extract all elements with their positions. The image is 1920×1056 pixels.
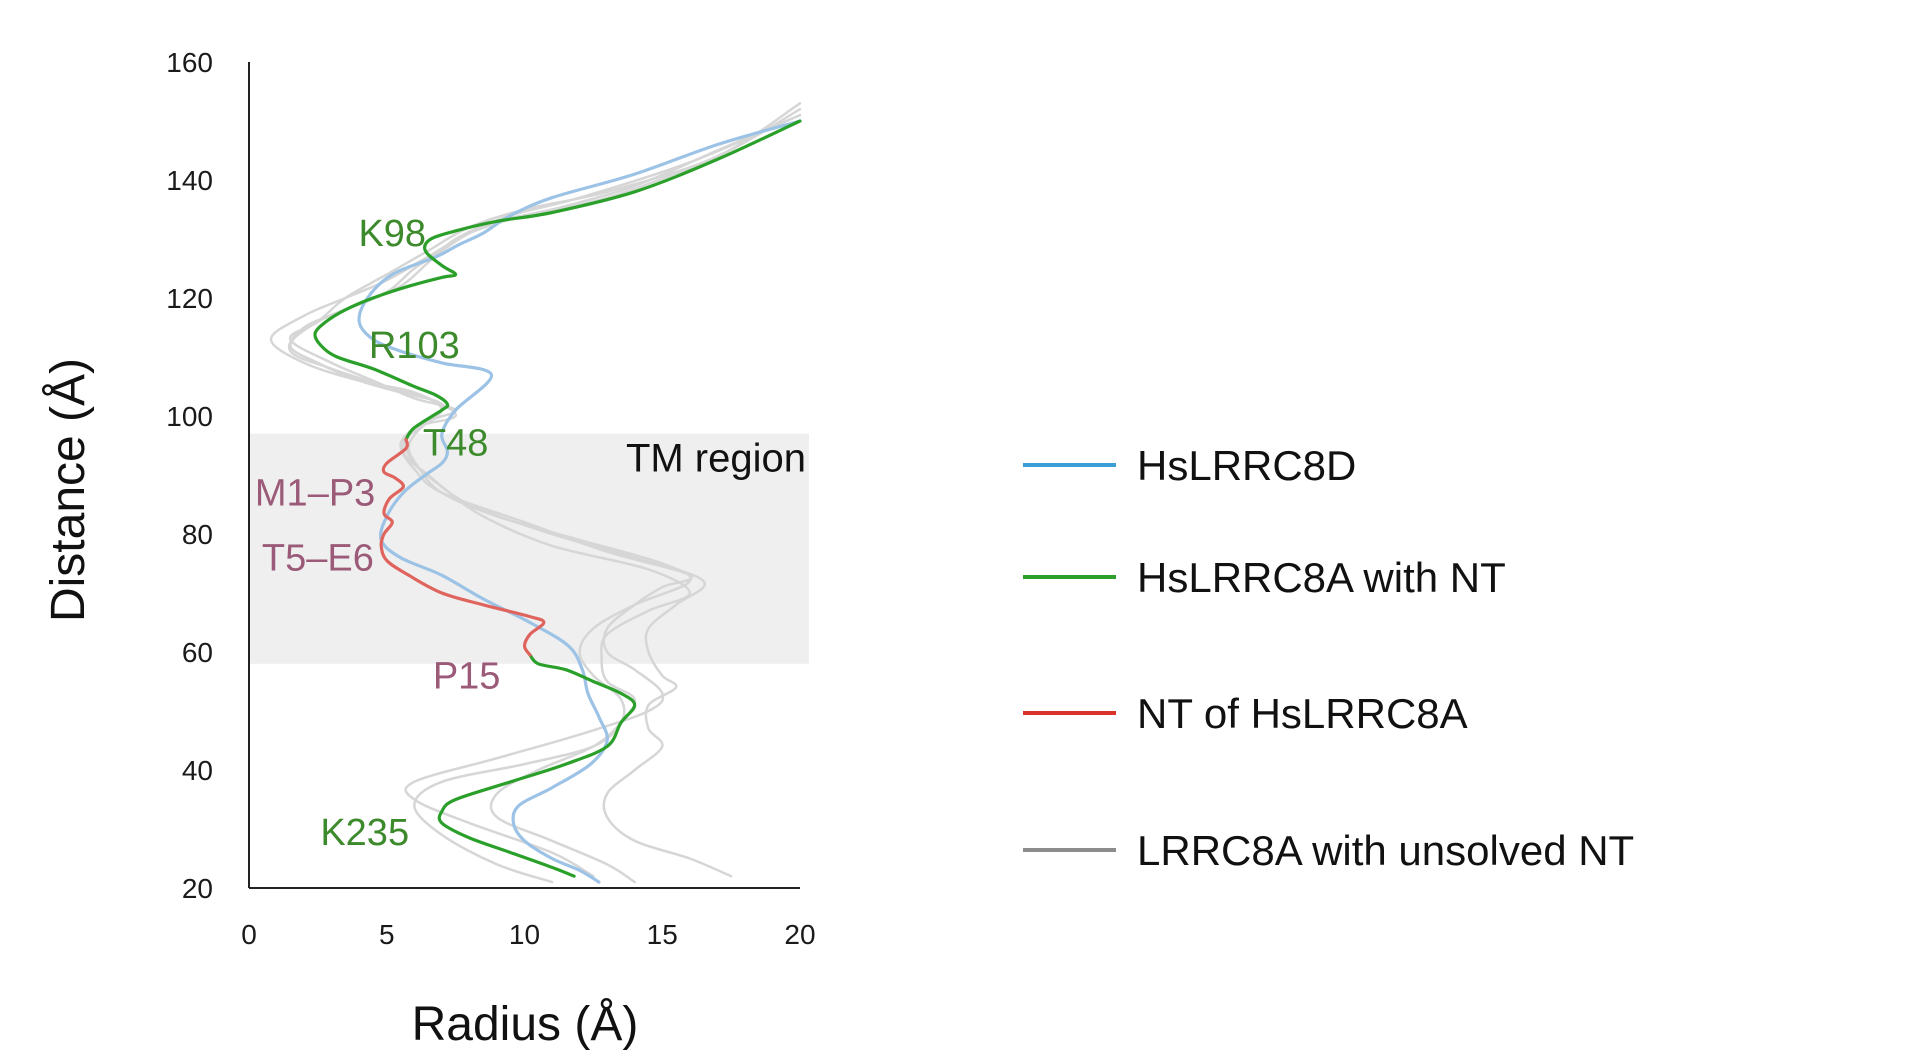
y-tick-label: 140: [166, 165, 213, 196]
y-tick-label: 120: [166, 283, 213, 314]
y-tick-label: 20: [182, 873, 213, 904]
series-line-hslrrc8a-with-nt-2: [313, 119, 802, 442]
legend-label-hslrrc8d: HsLRRC8D: [1137, 442, 1356, 489]
y-tick-label: 40: [182, 755, 213, 786]
y-tick-label: 160: [166, 47, 213, 78]
tm-region-label: TM region: [626, 437, 806, 481]
annotation-m1-p3: M1–P3: [255, 473, 375, 515]
legend-label-hslrrc8a-with-nt: HsLRRC8A with NT: [1137, 554, 1506, 601]
series-line-hslrrc8a-with-nt-1: [437, 653, 637, 878]
annotation-k98: K98: [358, 213, 426, 255]
y-tick-label: 60: [182, 637, 213, 668]
legend-label-lrrc8a-with-unsolved-nt: LRRC8A with unsolved NT: [1137, 827, 1634, 874]
x-tick-label: 10: [509, 919, 540, 950]
legend-label-nt-of-hslrrc8a: NT of HsLRRC8A: [1137, 690, 1468, 737]
x-tick-label: 15: [647, 919, 678, 950]
annotation-p15: P15: [433, 656, 501, 698]
x-axis-title: Radius (Å): [412, 998, 639, 1051]
y-tick-label: 80: [182, 519, 213, 550]
x-tick-label: 0: [241, 919, 257, 950]
annotation-t48: T48: [423, 423, 488, 465]
annotation-r103: R103: [369, 325, 460, 367]
series-line-lrrc8a-with-unsolved-nt-2: [289, 102, 802, 884]
annotation-t5-e6: T5–E6: [262, 538, 374, 580]
legend: HsLRRC8D HsLRRC8A with NT NT of HsLRRC8A LR…: [1023, 442, 1634, 874]
y-axis-title: Distance (Å): [42, 358, 95, 622]
x-tick-label: 5: [379, 919, 395, 950]
series-line-nt-of-hslrrc8a-1: [379, 438, 546, 657]
y-tick-label: 100: [166, 401, 213, 432]
tm-region-band: [250, 433, 809, 664]
series-line-hslrrc8d-1: [357, 119, 802, 884]
x-tick-label: 20: [784, 919, 815, 950]
series-line-lrrc8a-with-unsolved-nt-4: [289, 113, 802, 884]
annotation-k235: K235: [320, 812, 409, 854]
